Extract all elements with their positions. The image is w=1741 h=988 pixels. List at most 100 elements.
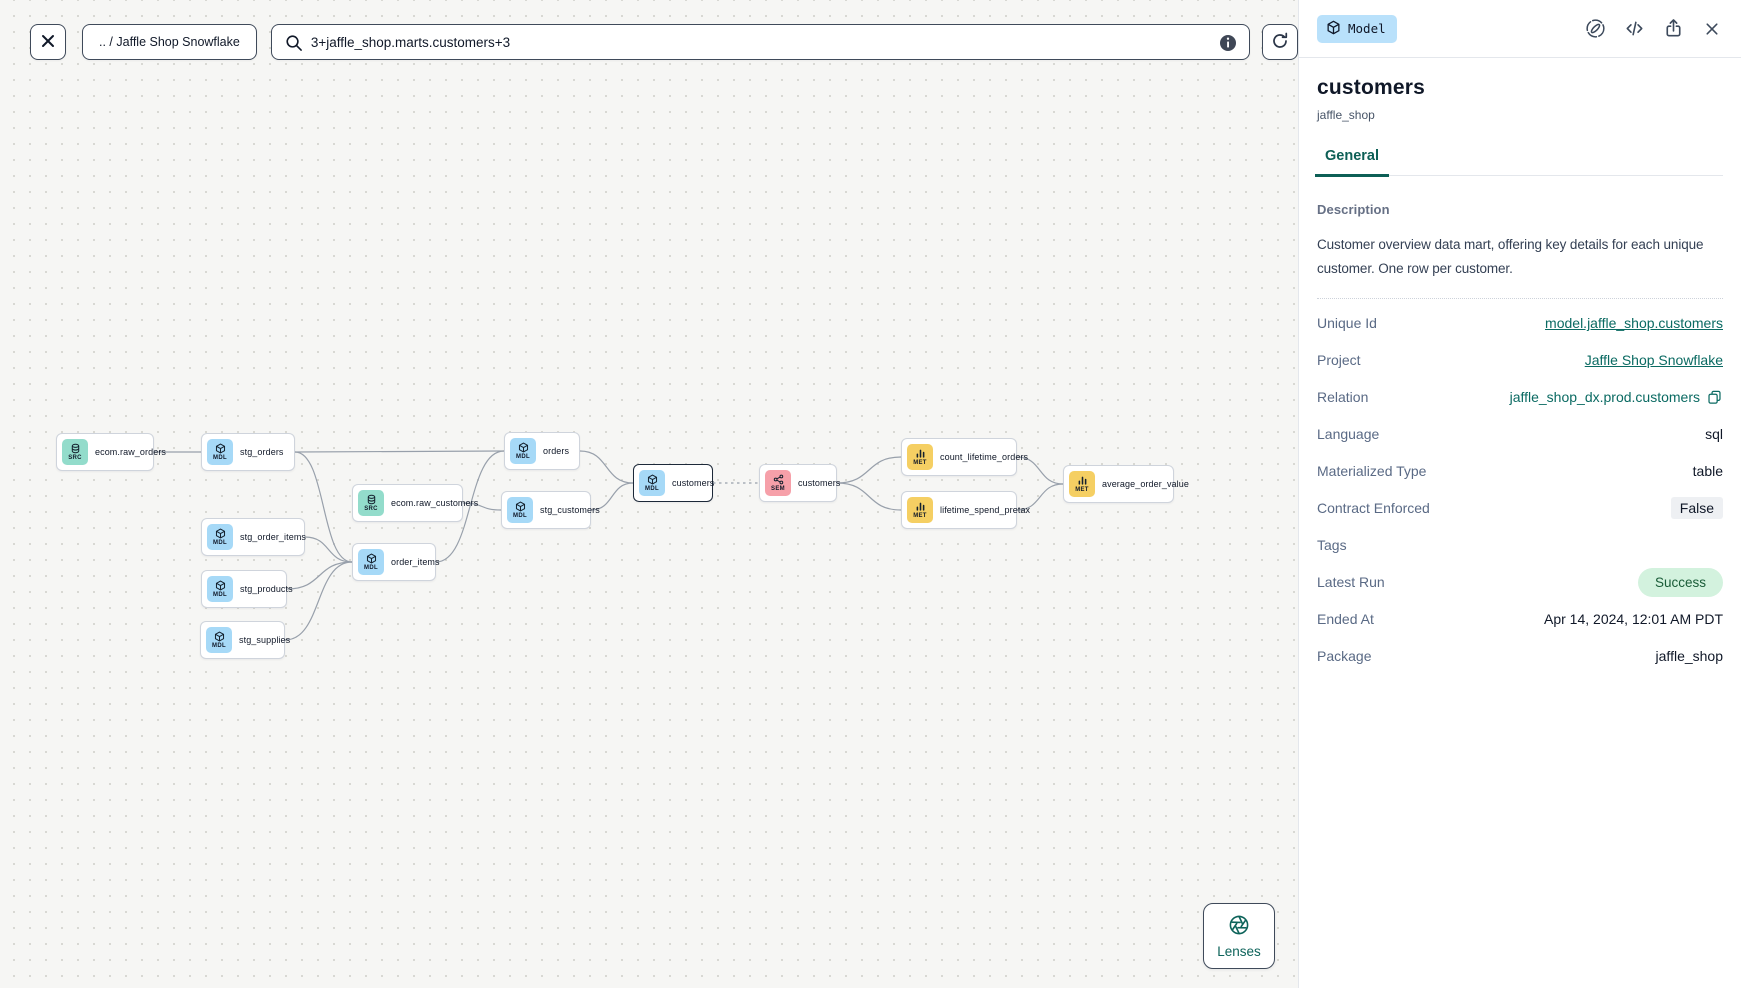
lenses-button[interactable]: Lenses bbox=[1203, 903, 1275, 969]
search-input[interactable] bbox=[302, 34, 1249, 50]
share-icon[interactable] bbox=[1662, 17, 1685, 40]
field-row-materialized-type: Materialized Type table bbox=[1317, 453, 1723, 490]
share-nodes-icon: SEM bbox=[765, 470, 791, 496]
close-lineage-button[interactable] bbox=[30, 24, 66, 60]
node-label: stg_orders bbox=[240, 447, 284, 457]
node-label: count_lifetime_orders bbox=[940, 452, 1029, 462]
edge-stg_products-to-order_items bbox=[286, 561, 353, 590]
model-subtitle: jaffle_shop bbox=[1317, 108, 1375, 122]
field-label: Ended At bbox=[1317, 611, 1374, 628]
field-value: sql bbox=[1705, 426, 1723, 443]
close-icon bbox=[39, 32, 57, 53]
node-customers[interactable]: MDL customers bbox=[633, 464, 714, 502]
lineage-canvas[interactable]: .. / Jaffle Shop Snowflake SRC ecom.raw_o… bbox=[0, 0, 1298, 988]
fields-list: Unique Id model.jaffle_shop.customers Proj… bbox=[1317, 305, 1723, 675]
node-label: stg_customers bbox=[540, 505, 600, 515]
edge-stg_supplies-to-order_items bbox=[284, 561, 353, 641]
cube-icon bbox=[1326, 20, 1341, 38]
node-stg_customers[interactable]: MDL stg_customers bbox=[501, 491, 600, 529]
lineage-toolbar: .. / Jaffle Shop Snowflake bbox=[0, 24, 1298, 60]
divider bbox=[1317, 297, 1723, 299]
field-row-relation: Relation jaffle_shop_dx.prod.customers bbox=[1317, 379, 1723, 416]
node-label: customers bbox=[798, 478, 841, 488]
field-label: Project bbox=[1317, 352, 1361, 369]
tab-general[interactable]: General bbox=[1315, 148, 1389, 177]
field-row-language: Language sql bbox=[1317, 416, 1723, 453]
cube-icon: MDL bbox=[510, 438, 536, 464]
field-row-contract-enforced: Contract Enforced False bbox=[1317, 490, 1723, 527]
close-panel-icon[interactable] bbox=[1701, 18, 1723, 40]
cube-icon: MDL bbox=[507, 497, 533, 523]
cube-icon: MDL bbox=[207, 576, 233, 602]
description-text: Customer overview data mart, offering ke… bbox=[1317, 237, 1704, 277]
node-label: ecom.raw_customers bbox=[391, 498, 479, 508]
field-row-project: Project Jaffle Shop Snowflake bbox=[1317, 342, 1723, 379]
node-stg_order_items[interactable]: MDL stg_order_items bbox=[201, 518, 307, 556]
field-row-ended-at: Ended At Apr 14, 2024, 12:01 AM PDT bbox=[1317, 601, 1723, 638]
resource-type-badge: Model bbox=[1317, 14, 1397, 43]
database-icon: SRC bbox=[62, 439, 88, 465]
info-icon[interactable] bbox=[1219, 34, 1237, 57]
explore-lens-icon[interactable] bbox=[1584, 17, 1607, 40]
node-ecom_raw_customers[interactable]: SRC ecom.raw_customers bbox=[352, 484, 478, 522]
edge-stg_orders-to-orders bbox=[294, 450, 505, 453]
lenses-label: Lenses bbox=[1217, 944, 1261, 959]
breadcrumb[interactable]: .. / Jaffle Shop Snowflake bbox=[82, 24, 257, 60]
node-stg_products[interactable]: MDL stg_products bbox=[201, 570, 293, 608]
node-label: ecom.raw_orders bbox=[95, 447, 167, 457]
page-title: customers bbox=[1317, 76, 1426, 99]
field-row-package: Package jaffle_shop bbox=[1317, 638, 1723, 675]
field-label: Materialized Type bbox=[1317, 463, 1427, 480]
panel-header: Model bbox=[1299, 0, 1741, 58]
cube-icon: MDL bbox=[639, 470, 665, 496]
field-label: Relation bbox=[1317, 389, 1369, 406]
field-label: Contract Enforced bbox=[1317, 500, 1430, 517]
refresh-icon bbox=[1270, 31, 1290, 54]
node-stg_supplies[interactable]: MDL stg_supplies bbox=[200, 621, 290, 659]
field-row-unique-id: Unique Id model.jaffle_shop.customers bbox=[1317, 305, 1723, 342]
field-value: jaffle_shop_dx.prod.customers bbox=[1509, 389, 1700, 406]
cube-icon: MDL bbox=[206, 627, 232, 653]
refresh-button[interactable] bbox=[1262, 24, 1298, 60]
bar-chart-icon: MET bbox=[907, 497, 933, 523]
node-label: stg_products bbox=[240, 584, 293, 594]
node-ecom_raw_orders[interactable]: SRC ecom.raw_orders bbox=[56, 433, 166, 471]
node-stg_orders[interactable]: MDL stg_orders bbox=[201, 433, 295, 471]
aperture-icon bbox=[1227, 913, 1251, 940]
node-count_lifetime_orders[interactable]: MET count_lifetime_orders bbox=[901, 438, 1028, 476]
field-row-latest-run: Latest Run Success bbox=[1317, 564, 1723, 601]
bar-chart-icon: MET bbox=[1069, 471, 1095, 497]
copy-icon[interactable] bbox=[1706, 389, 1723, 406]
field-label: Unique Id bbox=[1317, 315, 1377, 332]
node-label: stg_order_items bbox=[240, 532, 307, 542]
node-label: stg_supplies bbox=[239, 635, 291, 645]
panel-tabs: General bbox=[1315, 148, 1723, 177]
node-orders[interactable]: MDL orders bbox=[504, 432, 580, 470]
node-average_order_value[interactable]: MET average_order_value bbox=[1063, 465, 1189, 503]
field-value: table bbox=[1692, 463, 1723, 480]
field-label: Language bbox=[1317, 426, 1380, 443]
details-panel: Model customers jaffle_shop General Desc… bbox=[1298, 0, 1741, 988]
field-label: Package bbox=[1317, 648, 1372, 665]
field-value-link[interactable]: model.jaffle_shop.customers bbox=[1545, 315, 1723, 332]
description-label: Description bbox=[1317, 202, 1390, 217]
field-value: jaffle_shop bbox=[1655, 648, 1723, 665]
node-customers_sem[interactable]: SEM customers bbox=[759, 464, 841, 502]
node-label: order_items bbox=[391, 557, 440, 567]
edge-customers_sem-to-lifetime_spend_pretax bbox=[836, 482, 902, 511]
node-order_items[interactable]: MDL order_items bbox=[352, 543, 440, 581]
field-label: Tags bbox=[1317, 537, 1347, 554]
lineage-search[interactable] bbox=[270, 24, 1250, 60]
field-row-tags: Tags bbox=[1317, 527, 1723, 564]
node-label: average_order_value bbox=[1102, 479, 1189, 489]
run-status-badge: Success bbox=[1637, 567, 1723, 597]
node-lifetime_spend_pretax[interactable]: MET lifetime_spend_pretax bbox=[901, 491, 1030, 529]
edge-customers_sem-to-count_lifetime_orders bbox=[836, 456, 902, 484]
code-icon[interactable] bbox=[1623, 17, 1646, 40]
field-value-link[interactable]: Jaffle Shop Snowflake bbox=[1584, 352, 1723, 369]
field-value: Apr 14, 2024, 12:01 AM PDT bbox=[1544, 611, 1723, 628]
search-icon bbox=[284, 33, 303, 52]
cube-icon: MDL bbox=[207, 524, 233, 550]
cube-icon: MDL bbox=[207, 439, 233, 465]
bar-chart-icon: MET bbox=[907, 444, 933, 470]
